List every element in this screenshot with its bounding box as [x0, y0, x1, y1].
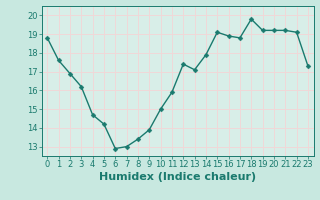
X-axis label: Humidex (Indice chaleur): Humidex (Indice chaleur) — [99, 172, 256, 182]
